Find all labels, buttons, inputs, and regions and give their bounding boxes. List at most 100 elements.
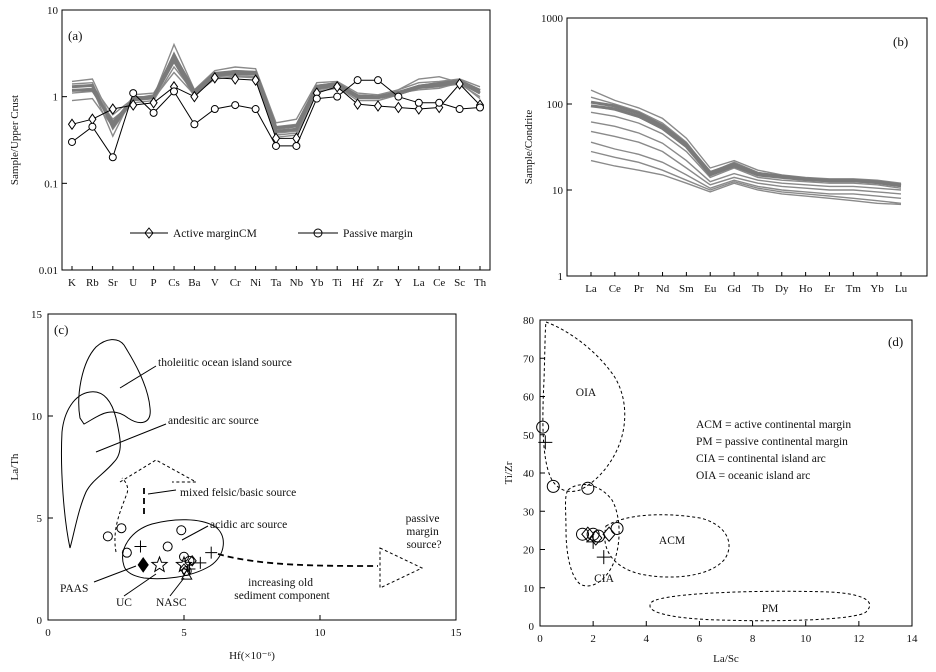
b-xtick-label: Lu <box>895 283 908 295</box>
a-circle-marker <box>476 103 484 112</box>
a-diamond-marker <box>394 101 403 114</box>
panel-b-yticks: 1 10 100 1000 <box>541 13 572 283</box>
panel-a-tag: (a) <box>68 28 82 43</box>
b-gray-line <box>590 150 902 204</box>
b-xtick-label: Nd <box>656 283 670 295</box>
legend-circle-icon <box>313 228 323 238</box>
panel-a-gray-lines <box>71 42 481 139</box>
c-triangle-point <box>180 569 193 580</box>
d-ytick-label: 60 <box>523 392 535 404</box>
panel-a-series <box>67 71 485 162</box>
a-diamond-marker <box>373 100 383 112</box>
panel-c: (c) La/Th Hf(×10⁻⁶) 0 5 10 15 0 5 10 15 tholei… <box>9 309 462 662</box>
legend-pm: PM = passive continental margin <box>696 436 848 448</box>
d-circle-point <box>546 479 560 493</box>
panel-d-xticks: 0 2 4 6 8 10 12 14 <box>537 621 918 645</box>
legend-cia: CIA = continental island arc <box>696 453 826 465</box>
d-diamond-point <box>581 526 595 542</box>
panel-d: (d) Ti/Zr La/Sc 0 10 20 30 40 50 60 70 80 0 2 4 6 8 1… <box>503 315 918 665</box>
panel-a-ylabel: Sample/Upper Crust <box>9 95 21 185</box>
c-circle-point <box>116 523 127 534</box>
a-circle-marker <box>231 101 240 110</box>
a-xtick-label: V <box>211 277 219 289</box>
panel-d-points <box>536 420 624 565</box>
legend-diamond-icon <box>144 227 154 239</box>
andesitic-leader <box>95 423 167 453</box>
mixed-leader <box>147 489 177 495</box>
b-gray-line <box>590 141 902 199</box>
c-xtick-label: 5 <box>181 627 187 639</box>
panel-d-yticks: 0 10 20 30 40 50 60 70 80 <box>523 315 545 633</box>
a-diamond-marker <box>108 103 117 115</box>
ann-andesitic: andesitic arc source <box>168 415 259 427</box>
c-xtick-label: 15 <box>451 627 463 639</box>
c-xtick-label: 0 <box>45 627 51 639</box>
cia-field <box>565 484 620 587</box>
a-circle-marker <box>374 76 382 85</box>
tholeiitic-leader <box>119 365 157 389</box>
b-xtick-label: Yb <box>870 283 884 295</box>
d-ytick-label: 20 <box>523 545 535 557</box>
c-plus-point <box>134 540 147 553</box>
b-gray-line <box>590 121 902 191</box>
d-xtick-label: 0 <box>537 633 543 645</box>
a-xtick-label: Sr <box>108 277 118 289</box>
uc-leader <box>123 573 157 597</box>
a-xtick-label: U <box>129 277 137 289</box>
b-ytick-label: 100 <box>547 99 564 111</box>
d-ytick-label: 30 <box>523 506 535 518</box>
d-xtick-label: 10 <box>800 633 812 645</box>
a-xtick-label: Ce <box>433 277 445 289</box>
a-xtick-label: Rb <box>86 277 99 289</box>
a-circle-marker <box>170 87 178 96</box>
a-circle-marker <box>435 98 444 107</box>
ann-passive-margin-source: passive margin source? <box>406 513 443 551</box>
ann-increasing-old: increasing old sediment component <box>234 577 330 602</box>
panel-d-tag: (d) <box>888 334 903 349</box>
a-circle-marker <box>312 94 321 103</box>
c-ytick-label: 10 <box>31 411 43 423</box>
panel-d-ylabel: Ti/Zr <box>503 461 515 484</box>
ann-mixed: mixed felsic/basic source <box>180 487 296 499</box>
d-ytick-label: 40 <box>523 468 535 480</box>
panel-c-tag: (c) <box>54 322 68 337</box>
a-xtick-label: Y <box>394 277 402 289</box>
d-ytick-label: 70 <box>523 353 535 365</box>
acm-field <box>604 514 730 578</box>
a-xtick-label: Th <box>474 277 487 289</box>
a-xtick-label: Nb <box>290 277 304 289</box>
b-xtick-label: Ho <box>799 283 813 295</box>
a-circle-marker <box>68 137 76 146</box>
b-gray-line <box>590 105 902 188</box>
a-circle-marker <box>333 92 342 101</box>
c-diamond-point <box>187 555 197 567</box>
b-xtick-label: Eu <box>704 283 717 295</box>
b-gray-line <box>590 159 902 206</box>
c-ytick-label: 5 <box>37 513 43 525</box>
panel-d-legend: ACM = active continental margin PM = pas… <box>696 419 851 482</box>
c-star-point <box>150 555 169 573</box>
d-circle-point <box>576 527 590 541</box>
b-xtick-label: Er <box>824 283 835 295</box>
c-circle-point <box>102 531 113 542</box>
d-circle-point <box>581 481 595 495</box>
d-ytick-label: 0 <box>529 621 535 633</box>
a-diamond-marker <box>414 103 423 115</box>
d-diamond-point <box>589 530 603 546</box>
a-xtick-label: Ta <box>271 277 282 289</box>
b-gray-line <box>590 130 902 195</box>
b-ytick-label: 1000 <box>541 13 564 25</box>
field-label-oia: OIA <box>576 387 597 399</box>
a-xtick-label: Cr <box>230 277 241 289</box>
c-circle-point <box>121 547 132 558</box>
panel-b-frame <box>566 17 928 277</box>
a-xtick-label: Cs <box>168 277 180 289</box>
d-xtick-label: 8 <box>750 633 756 645</box>
c-diamond-point <box>179 563 189 575</box>
a-circle-marker <box>414 98 423 107</box>
a-xtick-label: Sc <box>454 277 465 289</box>
a-ytick-label: 1 <box>53 92 59 104</box>
c-circle-point <box>176 525 187 536</box>
a-diamond-marker <box>129 99 138 111</box>
panel-b: (b) Sample/Condrite 1 10 100 1000 La Ce Pr Nd S… <box>523 13 928 295</box>
